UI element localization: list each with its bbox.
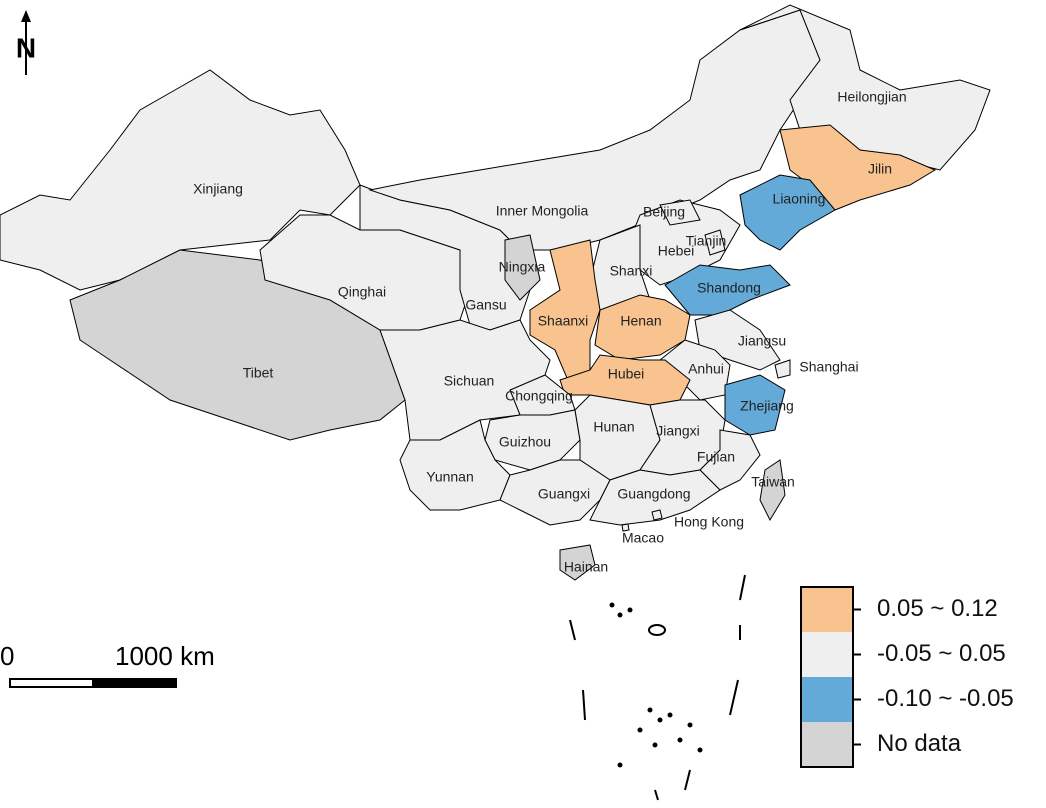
- region: [664, 264, 791, 316]
- regions: [0, 4, 991, 581]
- region: [559, 354, 691, 406]
- region: [759, 459, 786, 522]
- legend-swatch: [801, 722, 853, 767]
- region-label: Zhejiang: [740, 398, 794, 414]
- region-label: Taiwan: [751, 474, 795, 490]
- region: [559, 544, 596, 581]
- region-label: Hubei: [608, 366, 645, 382]
- region: [0, 69, 361, 291]
- region-label: Shaanxi: [538, 313, 589, 329]
- legend-label: 0.05 ~ 0.12: [877, 595, 998, 622]
- scale-start: 0: [0, 641, 14, 671]
- legend: 0.05 ~ 0.12 -0.05 ~ 0.05 -0.10 ~ -0.05 No d…: [800, 586, 1014, 768]
- region: [739, 174, 836, 251]
- region-label: Yunnan: [426, 469, 474, 485]
- region-label: Guangxi: [538, 486, 590, 502]
- region-label: Qinghai: [338, 284, 386, 300]
- region-label: Ningxia: [499, 259, 546, 275]
- region-label: Guizhou: [499, 434, 551, 450]
- region-label: Gansu: [465, 297, 506, 313]
- region-label: Anhui: [688, 361, 724, 377]
- region-label: Xinjiang: [193, 181, 243, 197]
- labels: Xinjiang Tibet Qinghai Gansu Inner Mongolia H…: [193, 89, 907, 575]
- region-label: Tianjin: [686, 233, 727, 249]
- scale-end: 1000 km: [115, 641, 215, 671]
- region-label: Sichuan: [444, 373, 495, 389]
- region-label: Beijing: [643, 204, 685, 220]
- region-label: Hunan: [593, 419, 634, 435]
- region: [621, 523, 630, 532]
- legend-label: No data: [877, 730, 962, 757]
- legend-frame: [800, 586, 854, 768]
- region: [774, 359, 791, 379]
- legend-swatch: [801, 677, 853, 722]
- region-label: Hainan: [564, 559, 608, 575]
- legend-label: -0.10 ~ -0.05: [877, 685, 1014, 712]
- region: [504, 234, 541, 301]
- region: [659, 199, 701, 226]
- region: [699, 429, 761, 491]
- region-label: Jiangsu: [738, 333, 786, 349]
- legend-swatch: [801, 587, 853, 632]
- region-label: Shanghai: [799, 359, 858, 375]
- region-label: Liaoning: [773, 191, 826, 207]
- region-label: Hong Kong: [674, 514, 744, 530]
- region-label: Hebei: [658, 243, 695, 259]
- region-label: Guangdong: [617, 486, 690, 502]
- region-label: Heilongjian: [837, 89, 906, 105]
- south-china-sea-islands: [569, 574, 746, 801]
- region-label: Shanxi: [610, 263, 653, 279]
- region: [589, 469, 721, 526]
- region-label: Tibet: [243, 365, 274, 381]
- region: [651, 509, 663, 521]
- region-label: Fujian: [697, 449, 735, 465]
- region-label: Jilin: [868, 161, 892, 177]
- region-label: Chongqing: [505, 388, 573, 404]
- north-label: N: [16, 32, 36, 63]
- legend-label: -0.05 ~ 0.05: [877, 640, 1006, 667]
- region-label: Macao: [622, 530, 664, 546]
- scale-bar: 0 1000 km: [0, 641, 215, 688]
- region-label: Henan: [620, 313, 661, 329]
- region-label: Inner Mongolia: [496, 203, 589, 219]
- region-label: Jiangxi: [656, 423, 700, 439]
- region-label: Shandong: [697, 280, 761, 296]
- region: [704, 229, 726, 256]
- north-arrow: N: [16, 10, 36, 75]
- legend-swatch: [801, 632, 853, 677]
